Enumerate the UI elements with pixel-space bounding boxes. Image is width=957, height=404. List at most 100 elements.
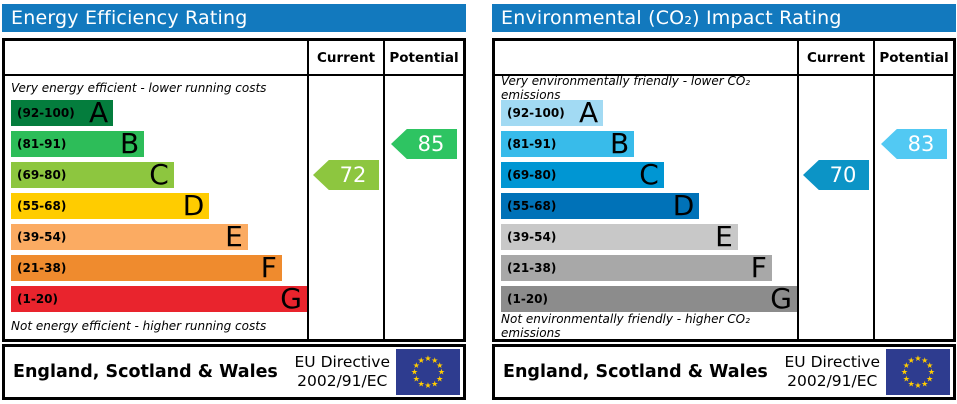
band-row-d: (55-68) D <box>5 189 307 222</box>
column-header-row: Current Potential <box>495 41 953 76</box>
potential-column-header: Potential <box>873 41 953 74</box>
empty-header-cell <box>5 41 307 74</box>
band-letter: C <box>639 158 659 191</box>
band-range-label: (39-54) <box>507 230 557 244</box>
svg-text:★: ★ <box>411 368 418 377</box>
column-header-row: Current Potential <box>5 41 463 76</box>
band-range-label: (21-38) <box>17 261 67 275</box>
potential-column-header: Potential <box>383 41 463 74</box>
band-range-label: (92-100) <box>507 106 565 120</box>
bottom-caption: Not environmentally friendly - higher CO… <box>501 311 750 340</box>
band-row-e: (39-54) E <box>5 220 307 253</box>
eu-directive-line1: EU Directive <box>294 352 391 371</box>
svg-text:★: ★ <box>424 354 431 363</box>
band-letter: F <box>260 251 277 284</box>
band-letter: C <box>149 158 169 191</box>
svg-text:★: ★ <box>903 374 910 383</box>
band-row-d: (55-68) D <box>495 189 797 222</box>
band-range-label: (1-20) <box>507 292 548 306</box>
eu-directive-label: EU Directive 2002/91/EC <box>785 353 881 392</box>
svg-text:★: ★ <box>914 354 921 363</box>
footer: England, Scotland & Wales EU Directive 2… <box>492 344 956 400</box>
band-bar-b: (81-91) B <box>11 130 145 158</box>
svg-text:★: ★ <box>928 368 935 377</box>
band-range-label: (55-68) <box>17 199 67 213</box>
band-letter: E <box>225 220 243 253</box>
eu-directive-line1: EU Directive <box>784 352 881 371</box>
chart-body: Very environmentally friendly - lower CO… <box>495 74 953 340</box>
bands-list: (92-100) A (81-91) B (69-80) C (55-68) D (39-54)… <box>495 96 797 315</box>
band-row-f: (21-38) F <box>5 251 307 284</box>
band-row-a: (92-100) A <box>495 96 797 129</box>
band-bar-a: (92-100) A <box>501 96 604 129</box>
svg-text:★: ★ <box>908 379 915 388</box>
potential-column: 83 <box>873 76 953 339</box>
band-letter: F <box>750 251 767 284</box>
bands-column: Very energy efficient - lower running co… <box>5 76 307 339</box>
eu-directive-line2: 2002/91/EC <box>787 372 878 390</box>
band-range-label: (55-68) <box>507 199 557 213</box>
svg-text:★: ★ <box>908 356 915 365</box>
band-range-label: (21-38) <box>507 261 557 275</box>
band-bar-f: (21-38) F <box>11 251 282 284</box>
band-row-e: (39-54) E <box>495 223 797 251</box>
svg-text:★: ★ <box>436 361 443 370</box>
band-range-label: (92-100) <box>17 106 75 120</box>
band-row-g: (1-20) G <box>5 282 307 315</box>
band-bar-g: (1-20) G <box>11 282 307 315</box>
band-letter: G <box>280 282 302 315</box>
current-column: 70 <box>797 76 873 339</box>
band-letter: D <box>672 189 695 222</box>
potential-column: 85 <box>383 76 463 339</box>
svg-text:★: ★ <box>418 379 425 388</box>
band-row-c: (69-80) C <box>495 158 797 191</box>
band-range-label: (81-91) <box>17 137 67 151</box>
svg-text:★: ★ <box>926 374 933 383</box>
eu-directive-label: EU Directive 2002/91/EC <box>295 353 391 392</box>
current-column-header: Current <box>797 41 873 74</box>
current-column: 72 <box>307 76 383 339</box>
band-bar-b: (81-91) B <box>501 127 635 160</box>
svg-text:★: ★ <box>438 368 445 377</box>
band-letter: B <box>609 127 630 160</box>
band-bar-e: (39-54) E <box>11 220 248 253</box>
svg-text:★: ★ <box>418 356 425 365</box>
band-range-label: (81-91) <box>507 137 557 151</box>
band-row-c: (69-80) C <box>5 158 307 191</box>
band-row-b: (81-91) B <box>5 130 307 158</box>
band-range-label: (69-80) <box>17 168 67 182</box>
band-row-b: (81-91) B <box>495 127 797 160</box>
current-rating-arrow: 70 <box>803 160 869 190</box>
band-bar-d: (55-68) D <box>501 189 700 222</box>
svg-text:★: ★ <box>413 374 420 383</box>
potential-rating-arrow: 85 <box>391 129 457 159</box>
svg-text:★: ★ <box>921 356 928 365</box>
panel-title-co2: Environmental (CO₂) Impact Rating <box>492 4 956 32</box>
band-range-label: (39-54) <box>17 230 67 244</box>
eu-flag-icon: ★ ★★★★★★★★★★★ <box>396 349 460 395</box>
band-letter: G <box>770 282 792 315</box>
band-bar-a: (92-100) A <box>11 99 114 127</box>
panel-title-energy: Energy Efficiency Rating <box>2 4 466 32</box>
band-letter: D <box>182 189 205 222</box>
chart-body: Very energy efficient - lower running co… <box>5 76 463 339</box>
svg-text:★: ★ <box>424 381 431 390</box>
band-row-f: (21-38) F <box>495 251 797 284</box>
bottom-caption: Not energy efficient - higher running co… <box>11 318 267 333</box>
svg-text:★: ★ <box>914 381 921 390</box>
svg-text:★: ★ <box>431 379 438 388</box>
band-bar-c: (69-80) C <box>11 158 174 191</box>
epc-co2-panel: Environmental (CO₂) Impact Rating Curren… <box>492 4 956 400</box>
energy-chart-box: Current Potential Very energy efficient … <box>2 38 466 342</box>
band-letter: A <box>578 96 599 129</box>
bands-column: Very environmentally friendly - lower CO… <box>495 74 797 340</box>
band-bar-e: (39-54) E <box>501 223 738 251</box>
epc-energy-panel: Energy Efficiency Rating Current Potenti… <box>2 4 466 400</box>
svg-text:★: ★ <box>901 368 908 377</box>
footer-region-label: England, Scotland & Wales <box>503 362 768 382</box>
svg-text:★: ★ <box>431 356 438 365</box>
svg-text:★: ★ <box>436 374 443 383</box>
co2-chart-box: Current Potential Very environmentally f… <box>492 38 956 342</box>
svg-text:★: ★ <box>921 379 928 388</box>
footer-region-label: England, Scotland & Wales <box>13 362 278 382</box>
